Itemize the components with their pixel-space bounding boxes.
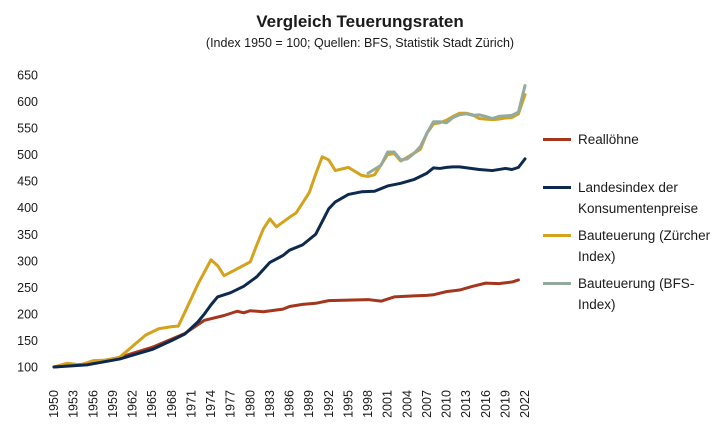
x-tick-label: 1956 xyxy=(86,390,100,418)
x-tick-label: 1983 xyxy=(263,390,277,418)
legend-item-realloehne: Reallöhne xyxy=(543,129,718,150)
y-tick-label: 350 xyxy=(17,228,38,242)
y-tick-label: 200 xyxy=(17,307,38,321)
legend-label: Reallöhne xyxy=(578,132,639,147)
y-tick-label: 100 xyxy=(17,361,38,375)
y-tick-label: 500 xyxy=(17,148,38,162)
legend-item-landesindex: Landesindex der Konsumentenpreise xyxy=(543,177,718,219)
legend-swatch xyxy=(543,186,571,189)
x-tick-label: 1953 xyxy=(67,390,81,418)
x-tick-label: 2010 xyxy=(440,390,454,418)
x-tick-label: 2016 xyxy=(479,390,493,418)
legend-swatch xyxy=(543,138,571,141)
x-tick-label: 1968 xyxy=(165,390,179,418)
y-tick-label: 550 xyxy=(17,122,38,136)
x-tick-label: 2004 xyxy=(400,390,414,418)
x-tick-label: 1998 xyxy=(361,390,375,418)
x-tick-label: 1962 xyxy=(126,390,140,418)
x-tick-label: 2013 xyxy=(459,390,473,418)
x-tick-label: 1965 xyxy=(145,390,159,418)
legend-item-bauteuerung-bfs: Bauteuerung (BFS-Index) xyxy=(543,273,718,315)
x-tick-label: 1989 xyxy=(302,390,316,418)
y-tick-label: 400 xyxy=(17,201,38,215)
legend-swatch xyxy=(543,282,571,285)
x-tick-label: 1959 xyxy=(106,390,120,418)
x-tick-label: 1992 xyxy=(322,390,336,418)
series-line-bauteuerung-zuerich xyxy=(52,93,527,369)
series-line-realloehne xyxy=(52,278,520,369)
legend-swatch xyxy=(543,234,571,237)
series-line-landesindex xyxy=(52,157,527,369)
x-tick-label: 1977 xyxy=(224,390,238,418)
y-tick-label: 650 xyxy=(17,69,38,83)
y-tick-label: 600 xyxy=(17,95,38,109)
y-tick-label: 150 xyxy=(17,334,38,348)
x-tick-label: 2001 xyxy=(381,390,395,418)
y-tick-label: 250 xyxy=(17,281,38,295)
legend-label: Bauteuerung (Zürcher Index) xyxy=(578,228,711,264)
chart-title: Vergleich Teuerungsraten xyxy=(256,12,464,31)
x-tick-label: 2022 xyxy=(518,390,532,418)
x-tick-label: 2007 xyxy=(420,390,434,418)
legend-label: Landesindex der Konsumentenpreise xyxy=(578,180,699,216)
x-tick-label: 1974 xyxy=(204,390,218,418)
x-tick-label: 1986 xyxy=(283,390,297,418)
x-tick-label: 1980 xyxy=(243,390,257,418)
chart-subtitle: (Index 1950 = 100; Quellen: BFS, Statist… xyxy=(205,36,515,50)
y-tick-label: 450 xyxy=(17,175,38,189)
x-tick-label: 1995 xyxy=(341,390,355,418)
x-tick-label: 1971 xyxy=(184,390,198,418)
legend-label: Bauteuerung (BFS-Index) xyxy=(578,276,695,312)
y-tick-label: 300 xyxy=(17,254,38,268)
series-line-bauteuerung-bfs xyxy=(366,84,527,175)
legend-item-bauteuerung-zuerich: Bauteuerung (Zürcher Index) xyxy=(543,225,718,267)
x-tick-label: 1950 xyxy=(47,390,61,418)
x-tick-label: 2019 xyxy=(498,390,512,418)
